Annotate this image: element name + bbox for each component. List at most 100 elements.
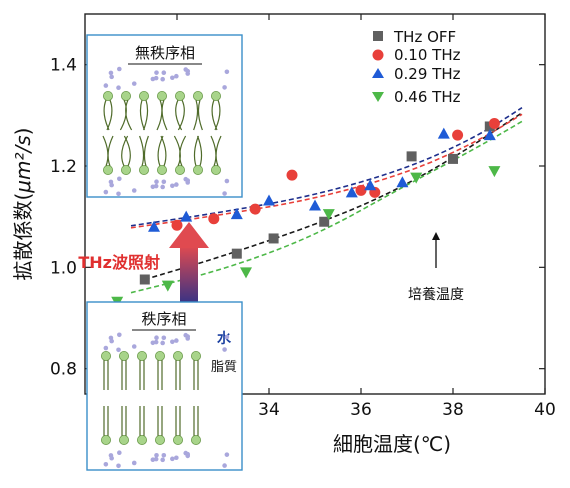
lipid-head bbox=[103, 164, 114, 175]
lipid-head bbox=[174, 164, 185, 175]
lipid-tail bbox=[177, 99, 185, 131]
lipid-head bbox=[136, 350, 147, 361]
lipid-tail bbox=[139, 135, 145, 167]
data-point-010 bbox=[171, 219, 183, 231]
data-point-029 bbox=[148, 220, 160, 232]
data-point-thz-off bbox=[139, 274, 150, 285]
data-point-010 bbox=[355, 184, 367, 196]
water-molecule bbox=[224, 334, 230, 340]
water-molecule bbox=[116, 347, 121, 353]
data-point-010 bbox=[488, 117, 500, 129]
x-axis-label: 細胞温度(℃) bbox=[333, 432, 451, 456]
water-molecule bbox=[154, 179, 159, 185]
data-point-046 bbox=[410, 172, 423, 184]
fit-line-1 bbox=[130, 113, 523, 229]
ordered-phase-inset: 秩序相 水 脂質 bbox=[86, 301, 243, 471]
water-molecule bbox=[150, 184, 156, 190]
water-molecule bbox=[222, 85, 227, 90]
water-molecule bbox=[103, 345, 109, 351]
water-molecule bbox=[185, 71, 191, 76]
water-molecule bbox=[222, 347, 227, 352]
water-molecule bbox=[117, 66, 122, 72]
water-molecule bbox=[108, 70, 114, 76]
lipid-head bbox=[172, 434, 183, 445]
lipid-head bbox=[103, 91, 114, 102]
water-molecule bbox=[160, 340, 165, 346]
water-molecule bbox=[174, 182, 179, 187]
water-molecule bbox=[109, 182, 114, 188]
lipid-head bbox=[190, 350, 201, 361]
lipid-tail bbox=[193, 99, 199, 131]
y-axis-label: 拡散係数(μm²/s) bbox=[11, 127, 35, 280]
lipid-tail bbox=[161, 99, 168, 131]
data-point-029 bbox=[396, 176, 409, 188]
x-tick-label: 40 bbox=[534, 400, 556, 420]
legend-label-thz-off: THz OFF bbox=[393, 28, 456, 46]
thz-arrowhead-icon bbox=[169, 222, 209, 248]
lipid-head bbox=[138, 91, 149, 102]
lipid-tail bbox=[139, 99, 145, 131]
water-molecule bbox=[150, 457, 156, 463]
data-point-029 bbox=[437, 127, 450, 139]
legend: THz OFF 0.10 THz 0.29 THz 0.46 THz bbox=[372, 28, 461, 106]
water-molecule bbox=[131, 344, 137, 349]
data-point-029 bbox=[345, 186, 358, 198]
lipid-tail bbox=[214, 99, 221, 131]
lipid-head bbox=[121, 91, 132, 102]
water-molecule bbox=[224, 452, 230, 457]
water-molecule bbox=[154, 452, 159, 458]
water-molecule bbox=[103, 83, 109, 88]
water-molecule bbox=[160, 184, 165, 190]
legend-label-010: 0.10 THz bbox=[394, 46, 461, 64]
lipid-head bbox=[156, 91, 167, 102]
lipid-head bbox=[156, 164, 167, 175]
water-molecule bbox=[170, 75, 175, 81]
lipid-head bbox=[119, 434, 130, 445]
water-molecule bbox=[150, 76, 156, 82]
water-label: 水 bbox=[217, 330, 232, 347]
lipid-head bbox=[119, 350, 130, 361]
disordered-phase-inset: 無秩序相 bbox=[86, 34, 243, 198]
legend-marker-029 bbox=[372, 68, 384, 78]
lipid-head bbox=[190, 434, 201, 445]
legend-marker-thz-off bbox=[373, 31, 383, 41]
water-molecule bbox=[160, 76, 165, 82]
data-point-029 bbox=[364, 179, 377, 191]
data-point-thz-off bbox=[268, 233, 279, 244]
lipid-head bbox=[101, 350, 112, 361]
lipid-head bbox=[210, 91, 221, 102]
water-molecule bbox=[224, 178, 230, 184]
x-tick-label: 36 bbox=[350, 400, 372, 420]
x-tick-label: 38 bbox=[442, 400, 464, 420]
data-point-thz-off bbox=[448, 153, 458, 164]
water-molecule bbox=[103, 462, 109, 467]
lipid-tail bbox=[123, 135, 131, 167]
lipid-head bbox=[192, 164, 203, 175]
water-molecule bbox=[170, 183, 175, 189]
water-molecule bbox=[116, 463, 121, 469]
water-molecule bbox=[161, 452, 167, 458]
plot-frame bbox=[84, 13, 546, 395]
y-tick-label: 1.0 bbox=[50, 258, 77, 278]
water-molecule bbox=[131, 188, 137, 193]
water-molecule bbox=[103, 189, 109, 195]
data-point-046 bbox=[161, 280, 174, 292]
data-point-029 bbox=[263, 194, 275, 206]
water-molecule bbox=[116, 85, 121, 91]
y-tick-label: 0.8 bbox=[50, 360, 77, 380]
data-point-046 bbox=[322, 209, 335, 221]
lipid-tail bbox=[197, 135, 203, 167]
water-molecule bbox=[160, 457, 165, 463]
lipid-tail bbox=[179, 135, 187, 167]
water-molecule bbox=[131, 460, 137, 466]
data-point-thz-off bbox=[406, 151, 417, 162]
lipid-tail bbox=[107, 135, 114, 167]
lipid-tail bbox=[106, 99, 113, 131]
water-molecule bbox=[222, 463, 227, 468]
water-molecule bbox=[174, 455, 179, 461]
lipid-tail bbox=[197, 99, 203, 131]
lipid-head bbox=[174, 91, 185, 102]
water-molecule bbox=[131, 81, 137, 86]
